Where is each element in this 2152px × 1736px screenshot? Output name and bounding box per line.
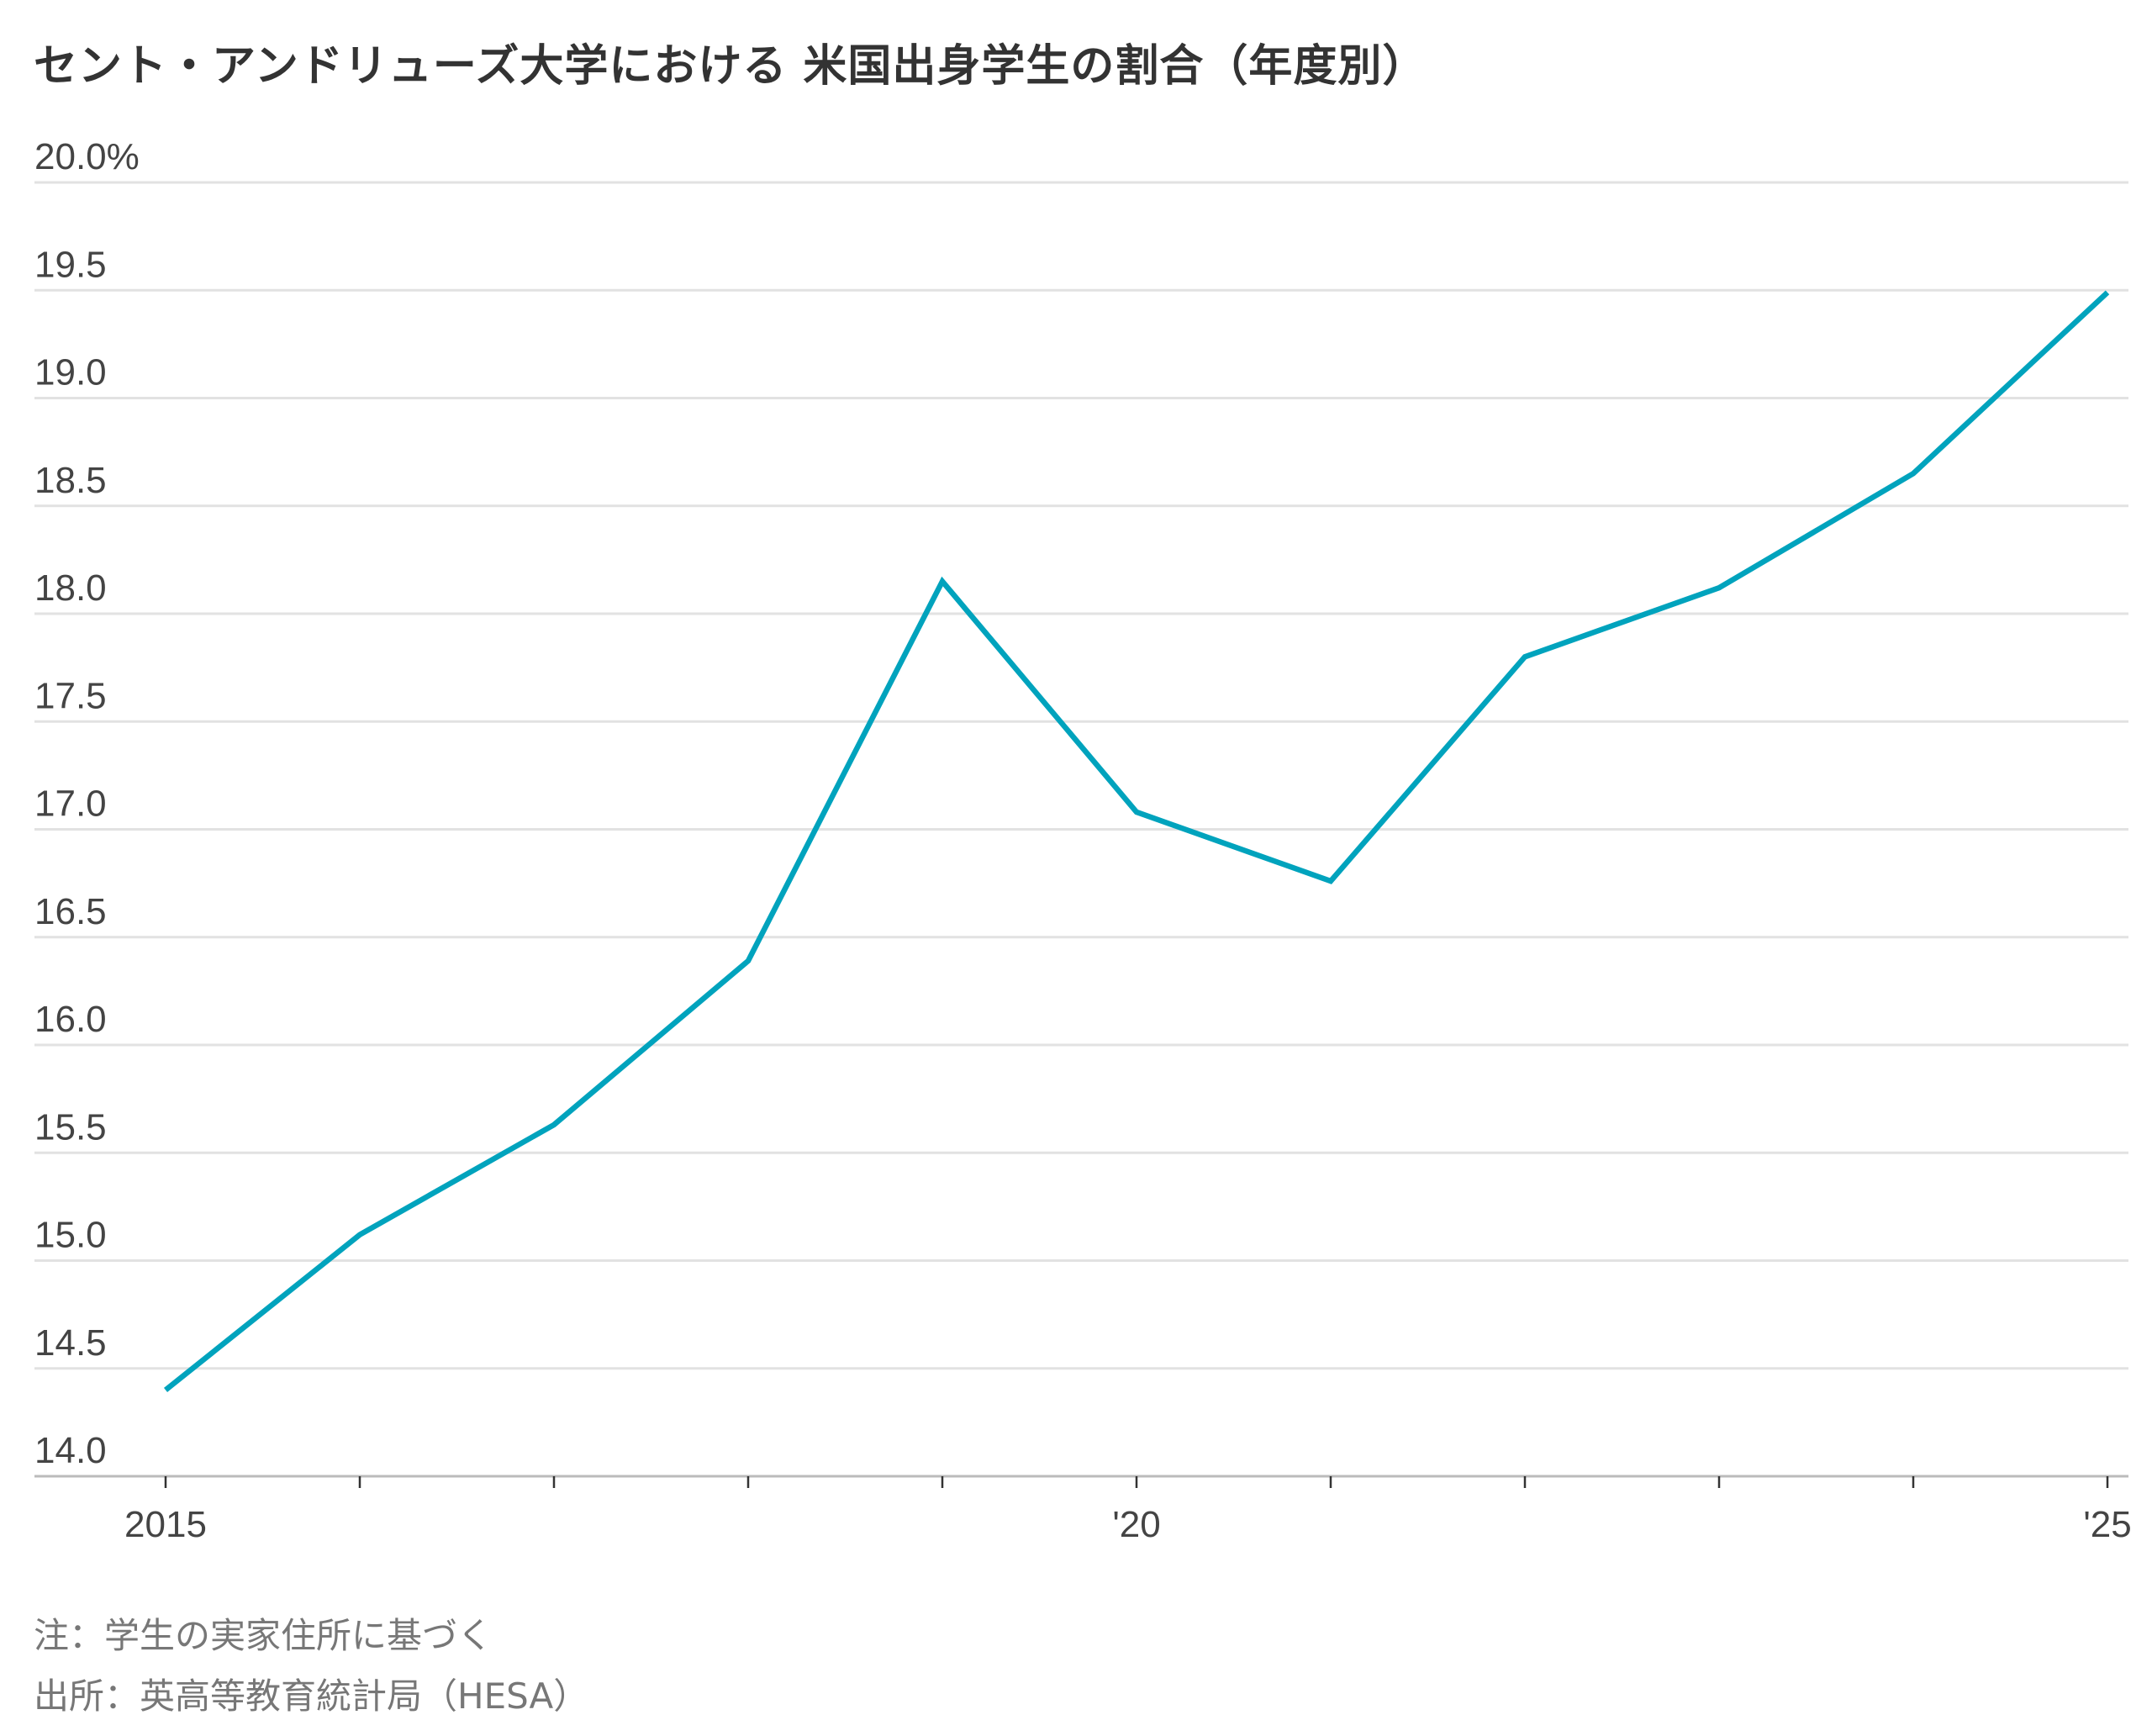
chart-title: セント・アンドリューズ大学における 米国出身学生の割合（年度別） [34, 41, 1427, 92]
y-tick-label: 14.0 [34, 1430, 107, 1471]
y-tick-label: 16.0 [34, 999, 107, 1040]
y-tick-label: 19.5 [34, 244, 107, 285]
y-tick-label: 16.5 [34, 891, 107, 932]
x-tick-label: '20 [1112, 1504, 1160, 1545]
y-tick-label: 20.0% [34, 136, 140, 177]
y-tick-label: 14.5 [34, 1322, 107, 1364]
x-tick-label: 2015 [124, 1504, 207, 1545]
source-note: 出所：英高等教育統計局（HESA） [34, 1675, 589, 1717]
x-tick-label: '25 [2083, 1504, 2131, 1545]
y-tick-label: 15.5 [34, 1106, 107, 1148]
y-tick-label: 18.5 [34, 460, 107, 501]
series-line [163, 290, 2110, 1392]
footnote: 注：学生の実家住所に基づく [34, 1615, 493, 1656]
y-tick-label: 17.5 [34, 675, 107, 716]
y-tick-label: 18.0 [34, 567, 107, 609]
y-tick-label: 19.0 [34, 352, 107, 393]
y-tick-label: 15.0 [34, 1215, 107, 1256]
y-tick-label: 17.0 [34, 784, 107, 825]
